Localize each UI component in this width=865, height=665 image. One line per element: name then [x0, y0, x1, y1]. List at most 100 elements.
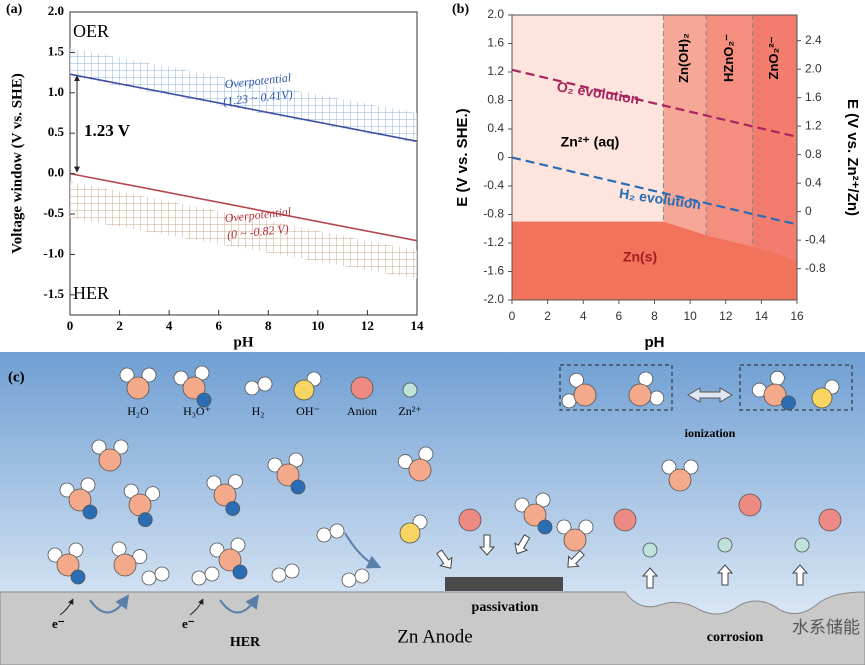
atom — [683, 459, 699, 475]
atom — [209, 542, 225, 558]
atom — [408, 458, 432, 482]
atom — [573, 383, 597, 407]
atom — [232, 564, 248, 580]
flow-arrow — [514, 534, 531, 555]
atom — [397, 454, 413, 469]
atom — [818, 508, 842, 532]
y-tick-label: 1.6 — [487, 36, 504, 50]
atom — [276, 463, 300, 487]
legend-label: Zn²⁺ — [398, 404, 421, 418]
atom — [354, 568, 370, 584]
atom — [68, 488, 92, 512]
x-axis-label: pH — [645, 334, 665, 351]
annotation: 1.23 V — [84, 121, 131, 140]
legend-label: H₂ — [252, 404, 265, 418]
atom — [225, 501, 241, 516]
y-tick-label: 2.0 — [48, 3, 64, 18]
flow-arrow — [641, 567, 659, 589]
atom — [257, 376, 273, 392]
legend-label: OH⁻ — [296, 404, 320, 418]
x-tick-label: 2 — [116, 318, 123, 333]
atom — [399, 522, 421, 544]
atom — [196, 392, 212, 408]
x-tick-label: 10 — [311, 318, 324, 333]
her-label: HER — [230, 635, 261, 650]
y-tick-label: 0.0 — [48, 165, 64, 180]
atom — [341, 572, 357, 588]
atom — [738, 493, 762, 517]
region-label: Zn(s) — [623, 249, 657, 265]
flow-arrow — [716, 564, 734, 586]
atom — [781, 395, 796, 411]
flow-arrow — [436, 549, 453, 569]
y2-tick-label: 0 — [805, 204, 812, 218]
panel-label: (a) — [6, 2, 23, 17]
y-axis-label: E (V vs. SHE.) — [454, 108, 471, 206]
molecules — [47, 365, 842, 616]
region-label: HZnO₂⁻ — [721, 34, 736, 82]
atom — [628, 383, 652, 407]
atom — [350, 376, 374, 400]
y2-tick-label: 0.4 — [805, 175, 822, 189]
potential-line — [69, 73, 418, 143]
flow-arrow — [567, 550, 585, 568]
atom — [173, 370, 189, 386]
atom — [47, 547, 63, 563]
atom — [56, 553, 80, 577]
x-tick-label: 0 — [67, 318, 74, 333]
atom — [244, 380, 260, 396]
atom — [145, 486, 161, 502]
flow-arrow — [791, 564, 809, 586]
atom — [642, 542, 658, 558]
atom — [537, 519, 553, 535]
atom — [228, 474, 243, 490]
evolution-line — [511, 156, 798, 226]
atom — [119, 367, 135, 383]
y2-axis-label: E (V vs. Zn²⁺/Zn) — [844, 99, 861, 216]
x-tick-label: 12 — [719, 309, 733, 323]
atom — [137, 512, 153, 528]
electron-label: e⁻ — [182, 616, 195, 631]
atom — [668, 468, 692, 492]
atom — [556, 519, 572, 535]
y2-tick-label: 1.2 — [805, 118, 822, 132]
x-tick-label: 0 — [509, 309, 516, 323]
curved-arrow — [219, 594, 260, 614]
passivation-layer — [445, 577, 563, 591]
atom — [113, 553, 137, 577]
atom — [402, 382, 418, 398]
atom — [458, 508, 482, 532]
x-tick-label: 6 — [215, 318, 222, 333]
ionization-arrow — [687, 387, 733, 403]
zn-anode — [0, 591, 865, 665]
atom — [293, 379, 315, 401]
atom — [141, 367, 157, 383]
atom — [82, 504, 98, 520]
atom — [290, 479, 306, 495]
atom — [206, 475, 222, 491]
atom — [284, 563, 300, 579]
y-tick-label: 0.4 — [487, 121, 504, 135]
annotation: OER — [73, 21, 109, 41]
region-label: Zn(OH)₂ — [676, 33, 691, 83]
passivation-label: passivation — [472, 600, 539, 615]
panel-label: (c) — [8, 369, 25, 385]
atom — [569, 372, 584, 388]
x-axis-label: pH — [233, 334, 253, 350]
curved-arrow — [89, 594, 130, 614]
y2-tick-label: 1.6 — [805, 90, 822, 104]
y-tick-label: -2.0 — [483, 292, 504, 306]
atom — [649, 390, 665, 406]
curved-arrow — [344, 532, 382, 569]
corrosion-label: corrosion — [707, 630, 764, 645]
atom — [191, 570, 207, 586]
atom — [132, 549, 148, 564]
y2-tick-label: -0.8 — [805, 261, 826, 275]
atom — [204, 566, 220, 582]
atom — [91, 439, 107, 455]
legend-label: Anion — [347, 404, 377, 418]
y-tick-label: -1.6 — [483, 264, 504, 278]
electron-label: e⁻ — [52, 616, 65, 631]
electron-arrow — [189, 598, 204, 616]
atom — [613, 508, 637, 532]
